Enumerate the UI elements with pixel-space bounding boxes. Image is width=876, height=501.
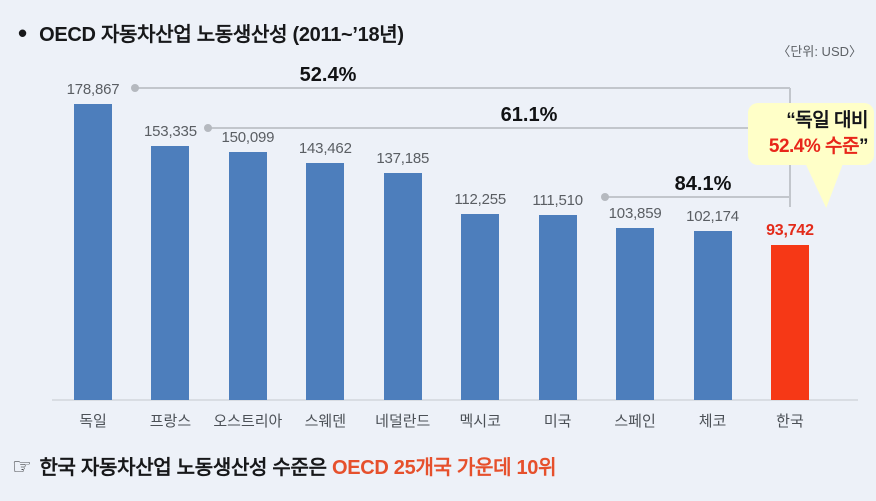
- value-label: 93,742: [766, 221, 814, 239]
- annotation-dot: [131, 84, 139, 92]
- value-label: 150,099: [221, 128, 275, 146]
- category-label: 체코: [698, 413, 727, 430]
- footer-note: ☞ 한국 자동차산업 노동생산성 수준은 OECD 25개국 가운데 10위: [12, 451, 557, 480]
- category-label: 독일: [79, 413, 107, 430]
- unit-label: 〈단위: USD〉: [777, 44, 862, 59]
- bar: [538, 215, 577, 400]
- x-axis-line: [52, 399, 858, 401]
- pointer-hand-icon: ☞: [12, 454, 32, 479]
- value-label: 111,510: [532, 192, 583, 210]
- callout-bubble: “독일 대비 52.4% 수준”: [748, 103, 874, 165]
- bar: [228, 151, 267, 400]
- annotation-line: [605, 196, 790, 198]
- value-label: 143,462: [298, 139, 352, 157]
- callout-line1: “독일 대비: [786, 110, 868, 131]
- bar: [383, 172, 422, 400]
- annotation-percent-label: 61.1%: [500, 104, 558, 126]
- value-label: 112,255: [454, 191, 507, 209]
- footer-red-text: OECD 25개국 가운데: [331, 457, 517, 479]
- annotation-line: [208, 127, 790, 129]
- value-label: 153,335: [144, 123, 197, 141]
- bar: [74, 104, 112, 400]
- value-label: 137,185: [376, 149, 430, 167]
- bar-highlight: [770, 244, 809, 400]
- bar: [693, 230, 732, 400]
- annotation-percent-label: 52.4%: [299, 64, 357, 86]
- bar: [461, 214, 500, 400]
- page-title: OECD 자동차산업 노동생산성 (2011~’18년): [39, 24, 404, 46]
- callout-line2: 52.4% 수준”: [768, 136, 869, 157]
- annotation-dot: [601, 193, 609, 201]
- annotation-dot: [204, 124, 212, 132]
- bar: [151, 146, 190, 400]
- bullet-icon: •: [18, 17, 28, 48]
- category-label: 스웨덴: [304, 413, 347, 430]
- category-label: 한국: [776, 413, 804, 430]
- category-label: 멕시코: [459, 413, 501, 430]
- category-label: 오스트리아: [213, 413, 283, 430]
- category-label: 네덜란드: [375, 413, 431, 430]
- annotation-line: [135, 87, 790, 89]
- category-label: 미국: [543, 413, 572, 430]
- category-label: 스페인: [614, 413, 656, 430]
- bar: [616, 228, 655, 400]
- value-label: 103,859: [608, 205, 662, 223]
- footer-black-text: 한국 자동차산업 노동생산성 수준은: [39, 457, 332, 479]
- annotation-percent-label: 84.1%: [674, 173, 732, 195]
- value-label: 102,174: [686, 207, 739, 225]
- title-row: • OECD 자동차산업 노동생산성 (2011~’18년): [18, 18, 404, 47]
- footer-rank: 10위: [516, 457, 557, 479]
- value-label: 178,867: [66, 81, 120, 98]
- category-label: 프랑스: [149, 413, 192, 430]
- bar: [306, 162, 345, 400]
